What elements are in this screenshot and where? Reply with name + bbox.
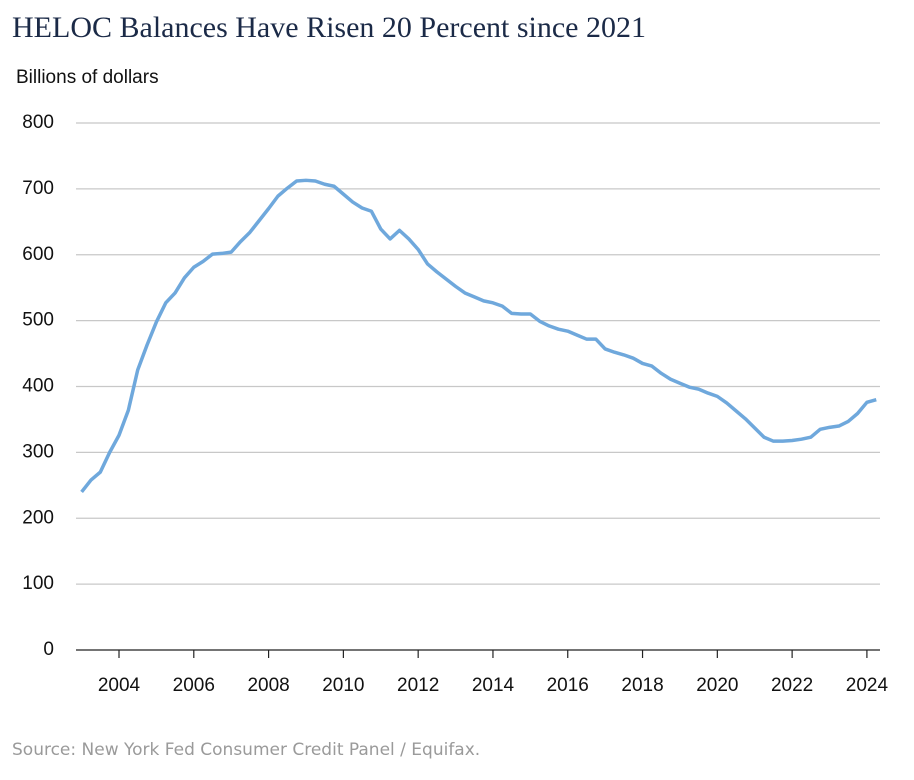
x-tick-label: 2004	[98, 675, 141, 696]
y-tick-label: 0	[43, 639, 54, 660]
x-tick-label: 2008	[247, 675, 289, 696]
chart-title: HELOC Balances Have Risen 20 Percent sin…	[12, 11, 646, 44]
x-tick-label: 2006	[173, 675, 215, 696]
y-tick-label: 700	[22, 178, 54, 199]
x-tick-label: 2024	[846, 675, 889, 696]
y-tick-label: 400	[22, 376, 54, 397]
x-tick-label: 2012	[397, 675, 439, 696]
y-tick-label: 200	[22, 507, 54, 528]
x-tick-label: 2016	[547, 675, 589, 696]
x-tick-label: 2022	[771, 675, 813, 696]
y-tick-label: 800	[22, 112, 54, 133]
y-axis-label: Billions of dollars	[16, 67, 159, 88]
y-tick-label: 600	[22, 244, 54, 265]
x-tick-label: 2010	[322, 675, 364, 696]
data-line	[80, 178, 877, 493]
source-note: Source: New York Fed Consumer Credit Pan…	[12, 740, 480, 760]
x-tick-label: 2020	[696, 675, 738, 696]
x-tick-label: 2014	[472, 675, 515, 696]
y-tick-label: 300	[22, 441, 54, 462]
x-tick-label: 2018	[621, 675, 663, 696]
y-tick-label: 500	[22, 310, 54, 331]
y-tick-label: 100	[22, 573, 54, 594]
